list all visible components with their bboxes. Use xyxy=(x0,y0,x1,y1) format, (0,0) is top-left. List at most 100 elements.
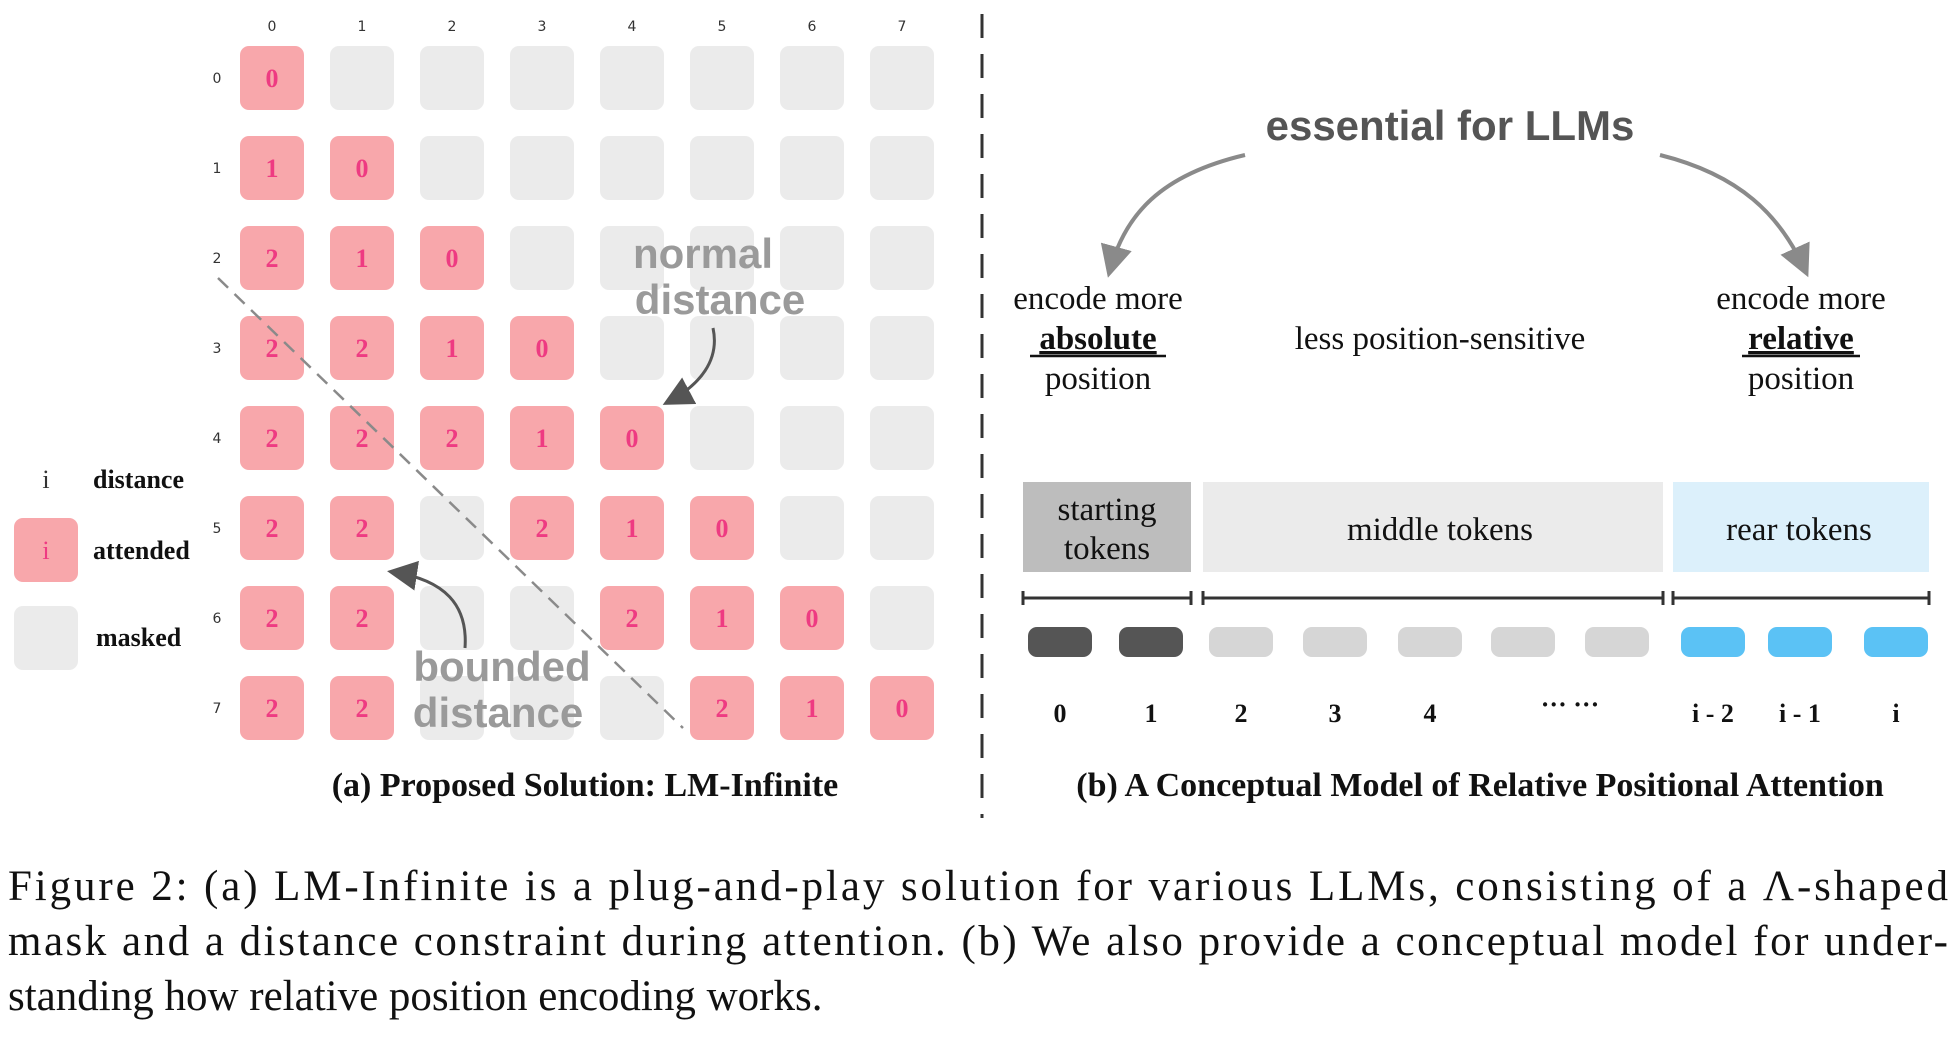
attended-cell xyxy=(240,136,304,200)
cell-distance-value: 2 xyxy=(266,694,279,723)
absolute-line2: absolute xyxy=(1039,321,1156,357)
cell-distance-value: 2 xyxy=(266,334,279,363)
bounded-distance-label-line2: distance xyxy=(413,689,583,736)
normal-distance-arrow xyxy=(662,327,716,405)
masked-cell xyxy=(690,316,754,380)
caption-line-1: Figure 2: (a) LM-Infinite is a plug-and-… xyxy=(8,863,1948,910)
row-label-2: 2 xyxy=(213,251,222,267)
cell-distance-value: 0 xyxy=(356,154,369,183)
cell-distance-value: 1 xyxy=(266,154,279,183)
masked-cell xyxy=(420,496,484,560)
masked-cell xyxy=(780,226,844,290)
normal-distance-label-line1: normal xyxy=(633,230,773,277)
attended-cell xyxy=(240,586,304,650)
token-index-label: i xyxy=(1892,699,1899,728)
token-block xyxy=(1398,627,1462,657)
legend-distance-symbol: i xyxy=(42,465,49,494)
attended-cell xyxy=(330,406,394,470)
relative-line2: relative xyxy=(1748,321,1854,357)
cell-distance-value: 1 xyxy=(806,694,819,723)
column-axis-labels: 0 1 2 3 4 5 6 7 xyxy=(268,19,907,35)
masked-cell xyxy=(330,46,394,110)
row-label-1: 1 xyxy=(213,161,222,177)
token-index-label: ··· ··· xyxy=(1541,690,1600,719)
masked-cell xyxy=(690,46,754,110)
cell-distance-value: 1 xyxy=(536,424,549,453)
masked-cell xyxy=(600,226,664,290)
masked-cell xyxy=(870,136,934,200)
cell-distance-value: 0 xyxy=(536,334,549,363)
token-block xyxy=(1681,627,1745,657)
normal-distance-label-line2: distance xyxy=(635,276,805,323)
cell-distance-value: 2 xyxy=(446,424,459,453)
cell-distance-value: 0 xyxy=(266,64,279,93)
column-label-5: 5 xyxy=(718,19,727,35)
masked-cell xyxy=(600,316,664,380)
attended-cell xyxy=(240,46,304,110)
caption-line-3: standing how relative position encoding … xyxy=(8,973,822,1020)
masked-cell xyxy=(870,586,934,650)
cell-distance-value: 1 xyxy=(626,514,639,543)
attended-cell xyxy=(240,316,304,380)
bounded-distance-arrow xyxy=(387,560,467,649)
attended-cell xyxy=(600,406,664,470)
masked-cell xyxy=(690,136,754,200)
masked-cell xyxy=(420,46,484,110)
masked-cell xyxy=(420,586,484,650)
starting-tokens-segment xyxy=(1023,482,1191,572)
cell-distance-value: 2 xyxy=(626,604,639,633)
starting-tokens-label-line1: starting xyxy=(1058,492,1157,528)
masked-cell xyxy=(780,46,844,110)
legend-attended-swatch xyxy=(14,518,78,582)
cell-distance-value: 2 xyxy=(266,514,279,543)
cell-distance-value: 1 xyxy=(356,244,369,273)
cell-distance-value: 2 xyxy=(716,694,729,723)
masked-cell xyxy=(510,46,574,110)
token-index-label: 3 xyxy=(1329,699,1342,728)
relative-position-label: encode more relative position xyxy=(1716,281,1886,397)
token-block xyxy=(1209,627,1273,657)
token-block xyxy=(1864,627,1928,657)
cell-distance-value: 2 xyxy=(356,694,369,723)
less-position-sensitive-label: less position-sensitive xyxy=(1295,321,1586,357)
caption-line-2: mask and a distance constraint during at… xyxy=(8,918,1948,965)
row-label-3: 3 xyxy=(213,341,222,357)
cell-distance-value: 0 xyxy=(806,604,819,633)
middle-tokens-label: middle tokens xyxy=(1347,512,1533,548)
masked-cell xyxy=(510,676,574,740)
bracket-rear xyxy=(1671,591,1931,605)
attended-cell xyxy=(240,406,304,470)
attended-cell xyxy=(690,496,754,560)
legend-masked-swatch xyxy=(14,606,78,670)
column-label-6: 6 xyxy=(808,19,817,35)
column-label-4: 4 xyxy=(628,19,637,35)
attended-cell xyxy=(420,316,484,380)
cell-distance-value: 2 xyxy=(266,424,279,453)
legend: i distance i attended masked xyxy=(14,465,190,670)
panel-a-caption: (a) Proposed Solution: LM-Infinite xyxy=(332,767,839,804)
attended-cell xyxy=(420,226,484,290)
masked-cell xyxy=(600,136,664,200)
masked-cell xyxy=(510,226,574,290)
token-row xyxy=(1028,627,1928,657)
attended-cell xyxy=(510,316,574,380)
absolute-position-label: encode more absolute position xyxy=(1013,281,1183,397)
token-block xyxy=(1303,627,1367,657)
rear-tokens-label: rear tokens xyxy=(1726,512,1872,548)
masked-cell xyxy=(870,226,934,290)
masked-cell xyxy=(600,676,664,740)
relative-line3: position xyxy=(1748,361,1854,397)
attended-cell xyxy=(330,586,394,650)
cell-distance-value: 2 xyxy=(266,244,279,273)
segment-brackets xyxy=(1021,591,1931,605)
attended-cell xyxy=(690,676,754,740)
panel-b-caption: (b) A Conceptual Model of Relative Posit… xyxy=(1076,767,1884,804)
starting-tokens-label-line2: tokens xyxy=(1064,531,1150,567)
attended-cell xyxy=(330,496,394,560)
bracket-middle xyxy=(1201,591,1665,605)
bounded-distance-annotation: bounded distance xyxy=(387,560,591,736)
bounded-distance-label-line1: bounded xyxy=(413,643,590,690)
masked-cell xyxy=(510,136,574,200)
masked-cell xyxy=(780,136,844,200)
attended-cell xyxy=(330,136,394,200)
